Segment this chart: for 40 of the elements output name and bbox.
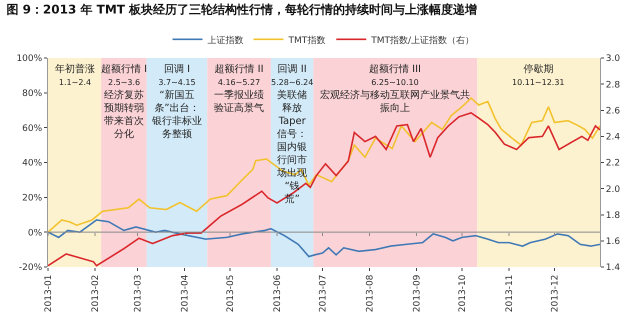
- band-label: 停歇期 10.11~12.31: [512, 63, 565, 87]
- legend-label: 上证指数: [208, 34, 244, 46]
- y-tick-label: 80%: [22, 88, 43, 99]
- line-series: [48, 219, 600, 258]
- legend-label: TMT指数: [288, 34, 326, 46]
- legend-label: TMT指数/上证指数（右）: [370, 34, 474, 46]
- y-tick-label: 60%: [22, 124, 43, 134]
- x-tick-label: 2013-10: [458, 274, 468, 312]
- y2-tick-label: 2.4: [606, 132, 620, 143]
- y2-tick-label: 2.8: [606, 80, 620, 90]
- x-tick-label: 2013-02: [90, 274, 101, 312]
- band-label: 年初普涨 1.1~2.4: [55, 63, 95, 87]
- x-tick-label: 2013-09: [412, 274, 422, 312]
- band-label: 超额行情 II 4.16~5.27 一季报业绩验证高景气: [214, 63, 264, 114]
- x-tick-label: 2013-01: [44, 274, 54, 312]
- y-tick-label: 100%: [16, 54, 43, 64]
- x-tick-label: 2013-03: [133, 274, 144, 312]
- x-tick-label: 2013-06: [272, 274, 283, 312]
- y2-tick-label: 1.6: [606, 237, 620, 248]
- y-tick-label: 0%: [28, 228, 43, 238]
- x-tick-label: 2013-11: [504, 274, 515, 312]
- x-tick-label: 2013-04: [180, 274, 190, 312]
- band-label: 超额行情 III 6.25~10.10 宏观经济与移动互联网产业景气共振向上: [320, 63, 470, 114]
- y-tick-label: -20%: [18, 263, 43, 274]
- band-label: 超额行情 I 2.5~3.6 经济复苏预期转弱带来首次分化: [101, 63, 148, 140]
- line-series: [48, 112, 600, 266]
- y2-tick-label: 2.0: [606, 184, 620, 195]
- x-tick-label: 2013-08: [365, 274, 376, 312]
- band-label: 回调 I 3.7~4.15 “新国五条”出台：银行非标业务整顿: [151, 63, 202, 140]
- chart-title: 图 9：2013 年 TMT 板块经历了三轮结构性行情，每轮行情的持续时间与上涨幅度递增: [6, 2, 478, 16]
- y2-tick-label: 2.6: [606, 106, 620, 116]
- y-tick-label: 40%: [22, 158, 43, 169]
- y2-tick-label: 2.2: [606, 158, 620, 169]
- y-tick-label: 20%: [22, 193, 43, 204]
- y2-tick-label: 1.4: [606, 263, 620, 274]
- y2-tick-label: 1.8: [606, 210, 620, 221]
- x-tick-label: 2013-05: [226, 274, 236, 312]
- x-tick-label: 2013-12: [550, 274, 560, 312]
- x-tick-label: 2013-07: [318, 274, 328, 312]
- y2-tick-label: 3.0: [606, 54, 620, 64]
